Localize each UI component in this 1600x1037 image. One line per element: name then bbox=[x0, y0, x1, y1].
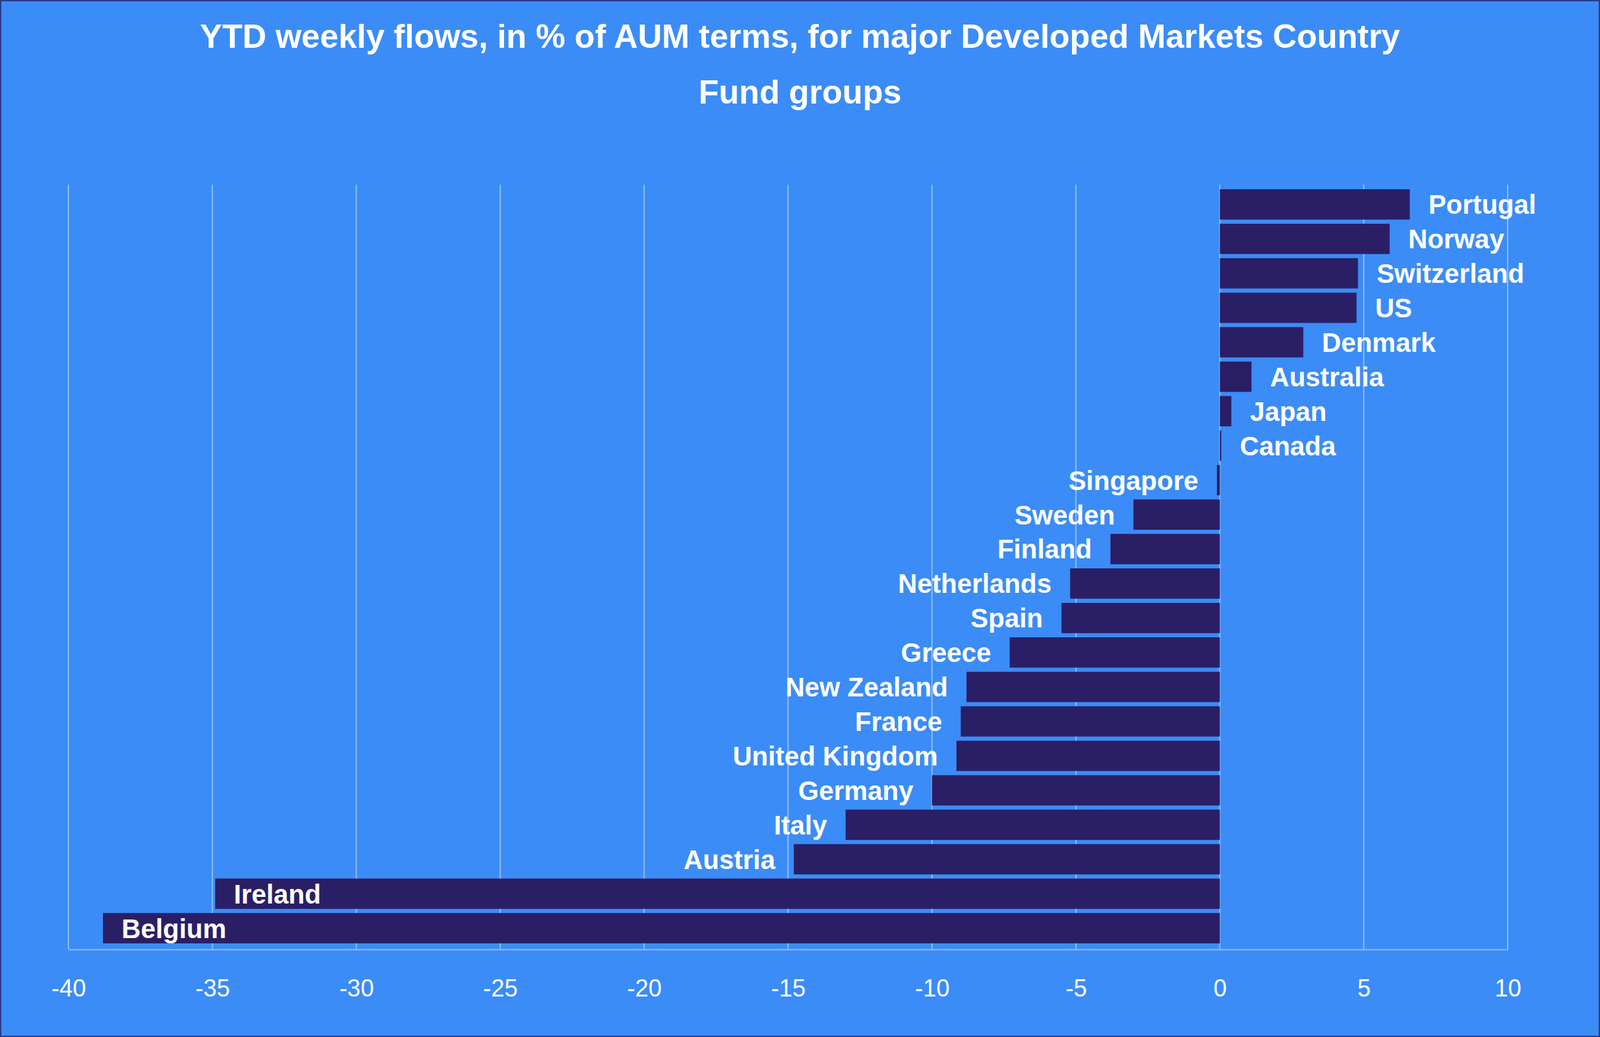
tick-label: 5 bbox=[1357, 975, 1371, 1003]
category-label: New Zealand bbox=[785, 672, 949, 703]
x-axis: -40 -35 -30 -25 -20 -15 -10 -5 0 5 10 bbox=[51, 949, 1521, 1003]
tick: -30 bbox=[339, 949, 374, 1003]
bar bbox=[1220, 258, 1359, 289]
title-line: Fund groups bbox=[698, 73, 902, 111]
bar bbox=[215, 878, 1221, 910]
tick-label: -35 bbox=[195, 975, 230, 1003]
tick-label: -25 bbox=[483, 975, 519, 1003]
category-label: Belgium bbox=[121, 914, 227, 944]
bar bbox=[1220, 396, 1232, 428]
bar bbox=[793, 844, 1220, 875]
category-label: France bbox=[854, 707, 942, 737]
bar bbox=[956, 741, 1221, 772]
bar bbox=[1220, 327, 1304, 358]
tick-label: -5 bbox=[1065, 975, 1087, 1003]
bar bbox=[1220, 189, 1411, 220]
category-label: Portugal bbox=[1428, 189, 1537, 220]
tick: -5 bbox=[1065, 949, 1087, 1003]
title-line: YTD weekly flows, in % of AUM terms, for… bbox=[199, 17, 1401, 56]
tick-label: 0 bbox=[1213, 975, 1227, 1003]
category-label: Japan bbox=[1249, 397, 1328, 427]
category-label: Singapore bbox=[1068, 466, 1199, 496]
tick-label: -15 bbox=[771, 975, 806, 1003]
bar bbox=[1220, 223, 1391, 255]
bar bbox=[1220, 430, 1222, 461]
bar bbox=[1061, 603, 1220, 634]
grid-line bbox=[499, 184, 501, 950]
bar bbox=[1009, 637, 1220, 669]
chart: YTD weekly flows, in % of AUM terms, for… bbox=[0, 0, 1600, 1037]
category-label: Greece bbox=[901, 638, 992, 668]
category-label: Germany bbox=[798, 776, 914, 806]
tick: -25 bbox=[483, 949, 519, 1003]
grid-line bbox=[643, 184, 645, 950]
title: YTD weekly flows, in % of AUM terms, for… bbox=[199, 17, 1401, 111]
tick: 10 bbox=[1494, 949, 1521, 1003]
category-label: Italy bbox=[773, 810, 828, 841]
bar bbox=[931, 775, 1220, 807]
axis-line bbox=[69, 949, 1509, 952]
category-label: Denmark bbox=[1321, 328, 1436, 358]
category-labels: Portugal Norway Switzerland US Denmark Austra… bbox=[121, 189, 1537, 944]
bar bbox=[966, 672, 1220, 703]
bar bbox=[1216, 464, 1220, 496]
tick-label: -40 bbox=[51, 975, 86, 1003]
category-label: Spain bbox=[970, 603, 1043, 633]
grid-line bbox=[355, 184, 357, 950]
grid bbox=[68, 184, 1508, 950]
category-label: Finland bbox=[997, 534, 1092, 564]
bar bbox=[1069, 568, 1220, 600]
bar bbox=[1220, 292, 1357, 324]
tick-label: 10 bbox=[1494, 975, 1521, 1003]
background bbox=[0, 0, 1600, 1037]
tick-label: -10 bbox=[915, 975, 950, 1003]
category-label: Austria bbox=[683, 845, 776, 875]
grid-line bbox=[211, 184, 214, 950]
category-label: US bbox=[1374, 293, 1413, 323]
tick: -10 bbox=[915, 949, 950, 1003]
tick: 0 bbox=[1213, 949, 1227, 1003]
bar bbox=[845, 810, 1220, 841]
tick: -40 bbox=[51, 949, 86, 1003]
category-label: Netherlands bbox=[897, 569, 1052, 599]
grid-line bbox=[1507, 184, 1509, 950]
bar bbox=[102, 913, 1221, 944]
category-label: Canada bbox=[1240, 431, 1337, 461]
tick: -15 bbox=[771, 949, 806, 1003]
tick: 5 bbox=[1357, 949, 1371, 1003]
category-label: Switzerland bbox=[1376, 259, 1525, 289]
tick: -35 bbox=[195, 949, 230, 1003]
category-label: United Kingdom bbox=[732, 741, 938, 772]
category-label: Sweden bbox=[1014, 500, 1115, 531]
bar bbox=[961, 706, 1221, 738]
category-label: Ireland bbox=[233, 880, 321, 910]
bar bbox=[1110, 533, 1221, 565]
bar bbox=[1220, 361, 1252, 393]
bar bbox=[1133, 499, 1221, 531]
tick: -20 bbox=[626, 949, 662, 1003]
tick-label: -30 bbox=[339, 975, 374, 1003]
bars bbox=[102, 189, 1411, 944]
category-label: Norway bbox=[1408, 224, 1505, 254]
grid-line bbox=[1362, 184, 1365, 950]
category-label: Australia bbox=[1269, 362, 1385, 392]
tick-label: -20 bbox=[626, 975, 662, 1003]
grid-line bbox=[67, 184, 70, 950]
